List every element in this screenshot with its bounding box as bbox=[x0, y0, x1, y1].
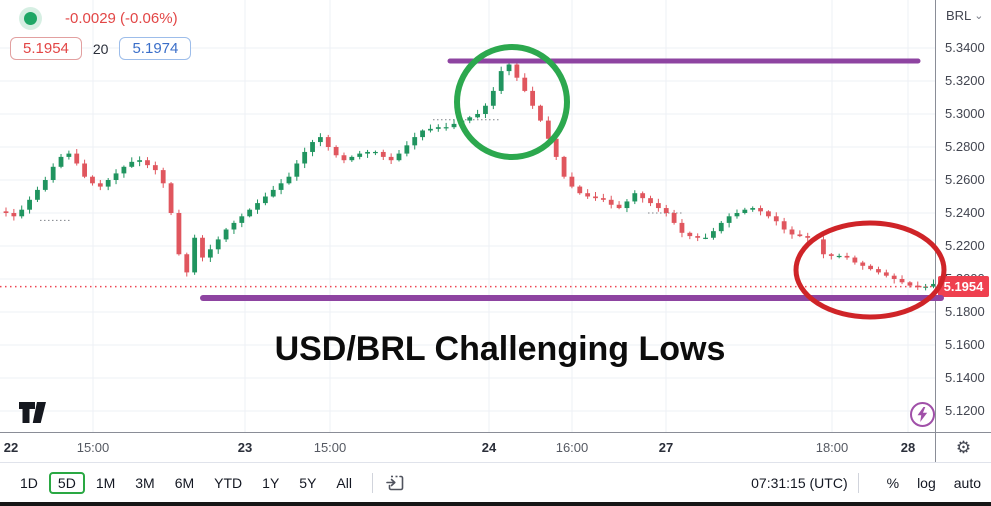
sell-bid-button[interactable]: 5.1954 bbox=[10, 37, 82, 60]
tradingview-logo-icon bbox=[19, 402, 46, 423]
time-tick-label: 27 bbox=[658, 440, 674, 455]
time-tick-label: 15:00 bbox=[76, 440, 110, 455]
time-tick-label: 15:00 bbox=[313, 440, 347, 455]
toolbar-divider bbox=[857, 472, 859, 493]
candles bbox=[3, 59, 935, 291]
last-price-badge: 5.1954 bbox=[938, 276, 989, 298]
time-tick-label: 22 bbox=[3, 440, 19, 455]
scale-button-%[interactable]: % bbox=[886, 474, 900, 491]
go-to-date-button[interactable] bbox=[383, 471, 407, 495]
range-button-6m[interactable]: 6M bbox=[174, 474, 195, 491]
scale-controls-group: 07:31:15 (UTC) % log auto bbox=[751, 472, 981, 493]
price-tick-label: 5.3200 bbox=[945, 73, 985, 88]
time-tick-label: 18:00 bbox=[815, 440, 849, 455]
symbol-legend: -0.0029 (-0.06%) 5.1954 20 5.1974 bbox=[10, 6, 192, 60]
price-tick-label: 5.2600 bbox=[945, 172, 985, 187]
chevron-down-icon: ⌄ bbox=[974, 9, 984, 22]
lightning-icon bbox=[917, 407, 928, 422]
chart-caption: USD/BRL Challenging Lows bbox=[274, 330, 726, 368]
time-tick-label: 28 bbox=[900, 440, 916, 455]
range-button-ytd[interactable]: YTD bbox=[214, 474, 243, 491]
price-tick-label: 5.3000 bbox=[945, 106, 985, 121]
range-button-5y[interactable]: 5Y bbox=[299, 474, 317, 491]
tradingview-logo[interactable] bbox=[18, 401, 58, 429]
time-tick-label: 24 bbox=[481, 440, 497, 455]
range-button-all[interactable]: All bbox=[336, 474, 352, 491]
toolbar-divider bbox=[371, 472, 373, 493]
range-button-1d[interactable]: 1D bbox=[20, 474, 38, 491]
scale-buttons: % log auto bbox=[869, 475, 981, 491]
price-tick-label: 5.2400 bbox=[945, 205, 985, 220]
price-tick-label: 5.1600 bbox=[945, 337, 985, 352]
time-axis[interactable]: ⚙ 22 15:00 23 15:00 24 16:00 27 18:00 28 bbox=[0, 432, 991, 463]
price-tick-label: 5.1400 bbox=[945, 370, 985, 385]
clock-utc[interactable]: 07:31:15 (UTC) bbox=[751, 474, 848, 491]
range-button-3m[interactable]: 3M bbox=[135, 474, 155, 491]
instant-order-button[interactable] bbox=[910, 402, 935, 427]
spread-value: 20 bbox=[92, 40, 109, 57]
price-tick-label: 5.2200 bbox=[945, 238, 985, 253]
market-status-dot-icon bbox=[24, 11, 37, 25]
chart-settings-button[interactable]: ⚙ bbox=[936, 433, 991, 463]
price-tick-label: 5.1200 bbox=[945, 403, 985, 418]
scale-button-log[interactable]: log bbox=[917, 474, 936, 491]
range-button-1m[interactable]: 1M bbox=[95, 474, 116, 491]
date-range-group: 1D 5D 1M 3M 6M YTD 1Y 5Y All bbox=[10, 471, 407, 495]
currency-unit-selector[interactable]: BRL ⌄ bbox=[946, 8, 984, 23]
range-buttons: 1D 5D 1M 3M 6M YTD 1Y 5Y All bbox=[10, 471, 362, 494]
gear-icon: ⚙ bbox=[955, 438, 972, 457]
time-tick-label: 16:00 bbox=[555, 440, 589, 455]
go-to-date-icon bbox=[386, 475, 404, 490]
currency-unit-label: BRL bbox=[946, 8, 972, 23]
price-tick-label: 5.2800 bbox=[945, 139, 985, 154]
price-tick-label: 5.3400 bbox=[945, 40, 985, 55]
scale-button-auto[interactable]: auto bbox=[953, 474, 981, 491]
window-bottom-edge bbox=[0, 502, 991, 506]
price-tick-label: 5.1800 bbox=[945, 304, 985, 319]
bottom-toolbar: 1D 5D 1M 3M 6M YTD 1Y 5Y All 07:31:15 (UTC) % log… bbox=[0, 462, 991, 502]
price-axis[interactable]: BRL ⌄ 5.3400 5.3200 5.3000 5.2800 5.2600 5.24… bbox=[935, 0, 991, 432]
buy-ask-button[interactable]: 5.1974 bbox=[119, 37, 192, 60]
axis-separator bbox=[935, 433, 936, 463]
price-change: -0.0029 (-0.06%) bbox=[65, 9, 178, 27]
range-button-1y[interactable]: 1Y bbox=[262, 474, 280, 491]
range-button-5d[interactable]: 5D bbox=[48, 471, 85, 494]
time-tick-label: 23 bbox=[237, 440, 253, 455]
